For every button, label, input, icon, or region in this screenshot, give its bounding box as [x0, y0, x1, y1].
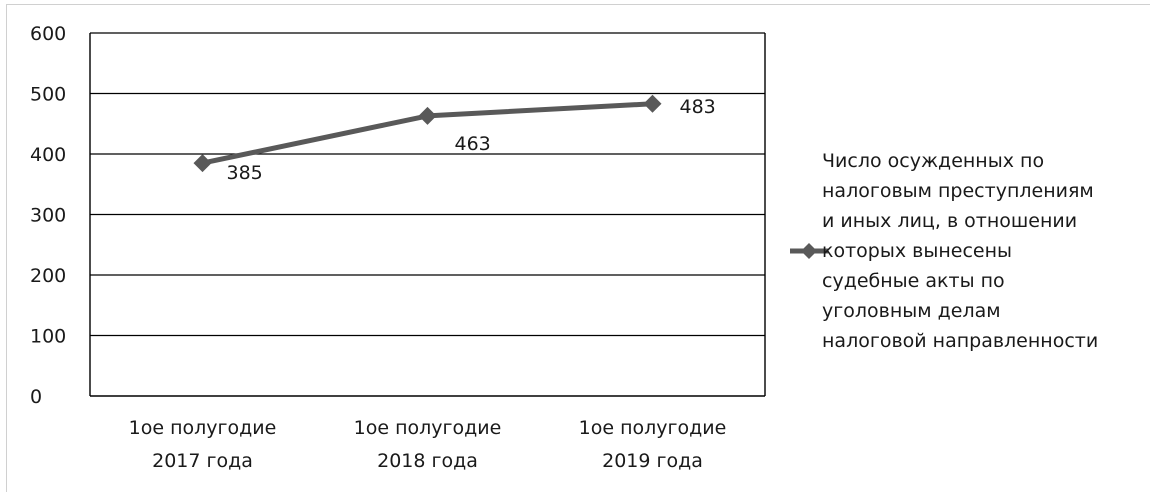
x-category-label-line: 2018 года	[377, 450, 478, 472]
x-category-label: 1ое полугодие 2018 года	[354, 417, 502, 472]
y-tick-label: 600	[30, 23, 66, 45]
y-tick-label: 500	[30, 84, 66, 106]
legend-label-line: которых вынесены	[822, 240, 1012, 262]
y-tick-label: 400	[30, 144, 66, 166]
chart-frame	[6, 4, 1150, 492]
data-point-marker	[418, 106, 437, 125]
legend-label-line: Число осужденных по	[822, 150, 1044, 172]
y-tick-label: 300	[30, 205, 66, 227]
x-category-label: 1ое полугодие 2017 года	[129, 417, 277, 472]
legend-label-line: налоговой направленности	[822, 330, 1098, 352]
data-label: 385	[227, 162, 263, 184]
x-category-label-line: 1ое полугодие	[129, 417, 277, 439]
data-point-marker	[643, 94, 662, 113]
data-label: 483	[680, 96, 716, 118]
data-label: 463	[455, 133, 491, 155]
data-point-marker	[193, 154, 212, 173]
legend: Число осужденных по налоговым преступлени…	[790, 150, 1098, 352]
gridlines	[89, 32, 766, 397]
legend-label-line: судебные акты по	[822, 270, 1005, 292]
x-category-label: 1ое полугодие 2019 года	[579, 417, 727, 472]
y-tick-label: 0	[30, 386, 42, 408]
x-category-label-line: 1ое полугодие	[579, 417, 727, 439]
legend-label-line: налоговым преступлениям	[822, 180, 1094, 202]
x-category-label-line: 2019 года	[602, 450, 703, 472]
x-category-label-line: 1ое полугодие	[354, 417, 502, 439]
data-labels: 385 463 483	[227, 96, 716, 184]
y-tick-label: 200	[30, 265, 66, 287]
y-axis-ticks: 0 100 200 300 400 500 600	[30, 23, 66, 408]
legend-label-line: уголовным делам	[822, 300, 1001, 322]
y-tick-label: 100	[30, 326, 66, 348]
series-layer	[193, 94, 662, 173]
legend-label-line: и иных лиц, в отношении	[822, 210, 1077, 232]
x-axis-categories: 1ое полугодие 2017 года 1ое полугодие 2018 …	[129, 417, 727, 472]
legend-marker	[801, 243, 817, 259]
x-category-label-line: 2017 года	[152, 450, 253, 472]
